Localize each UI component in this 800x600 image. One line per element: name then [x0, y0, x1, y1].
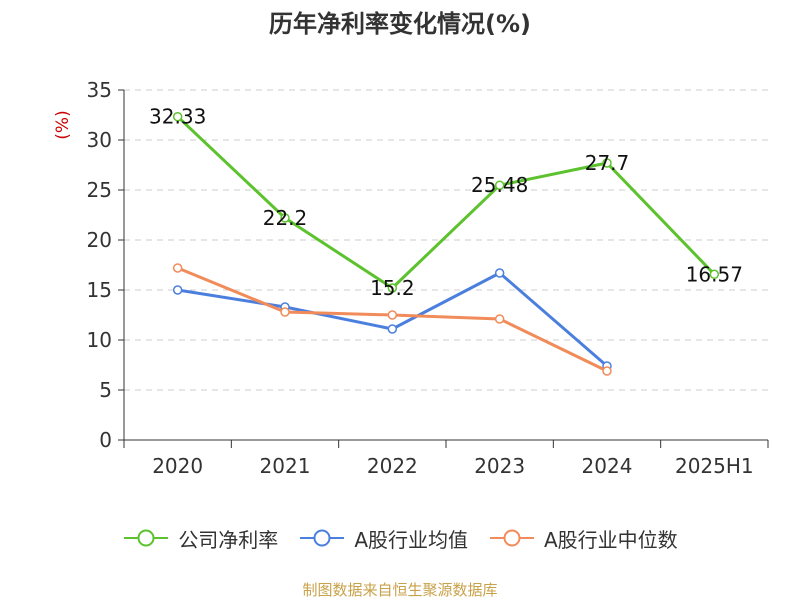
data-label: 25.48 [471, 173, 528, 197]
y-tick-label: 30 [87, 128, 112, 152]
legend-label-industry-median: A股行业中位数 [544, 527, 678, 552]
x-tick-label: 2022 [367, 454, 418, 478]
data-label: 16.57 [686, 262, 743, 286]
y-tick-label: 5 [99, 378, 112, 402]
legend-label-company: 公司净利率 [178, 527, 279, 552]
x-tick-label: 2021 [260, 454, 311, 478]
data-point [494, 314, 505, 324]
data-label: 15.2 [370, 276, 415, 300]
series-lines [172, 111, 720, 376]
y-tick-label: 15 [87, 278, 112, 302]
y-tick-label: 35 [87, 78, 112, 102]
legend-swatch-industry-mean [300, 529, 345, 547]
y-tick-label: 10 [87, 328, 112, 352]
data-label: 22.2 [263, 206, 308, 230]
data-point [387, 310, 398, 320]
data-point [280, 213, 290, 223]
legend-swatch-industry-median [490, 529, 534, 547]
legend-item-industry-median[interactable]: A股行业中位数 [488, 524, 678, 553]
legend-label-industry-mean: A股行业均值 [354, 527, 468, 552]
data-point [602, 366, 612, 376]
chart-title: 历年净利率变化情况(%) [269, 10, 531, 38]
data-point [494, 268, 505, 278]
legend: 公司净利率 A股行业均值 A股行业中位数 [0, 518, 800, 558]
y-tick-label: 0 [99, 428, 112, 452]
data-point [709, 269, 720, 280]
y-axis-label: (%) [53, 110, 73, 139]
x-tick-label: 2020 [152, 454, 203, 478]
legend-item-industry-mean[interactable]: A股行业均值 [298, 524, 468, 553]
data-label: 32.33 [149, 105, 206, 129]
data-labels: 32.33 22.2 15.2 25.48 27.7 16.57 [149, 105, 743, 300]
legend-item-company[interactable]: 公司净利率 [122, 524, 278, 553]
x-tick-label: 2025H1 [675, 454, 754, 478]
grid-lines [124, 89, 768, 391]
x-tick-label: 2024 [582, 454, 633, 478]
y-tick-label: 20 [87, 228, 112, 252]
data-point [172, 263, 183, 273]
data-point [494, 180, 505, 190]
y-tick-label: 25 [87, 178, 112, 202]
axes: 0 5 10 15 20 25 30 35 2020 2021 2022 2023 2024 2025H1 [87, 78, 769, 478]
data-point [280, 307, 290, 317]
data-point [172, 111, 183, 122]
data-label: 27.7 [585, 151, 630, 175]
data-point [387, 324, 398, 334]
x-tick-label: 2023 [474, 454, 525, 478]
data-point [172, 285, 183, 295]
data-point [387, 283, 398, 293]
source-note: 制图数据来自恒生聚源数据库 [302, 581, 498, 599]
series-line-0 [176, 115, 716, 290]
data-point [602, 158, 612, 168]
legend-swatch-company [124, 529, 169, 547]
